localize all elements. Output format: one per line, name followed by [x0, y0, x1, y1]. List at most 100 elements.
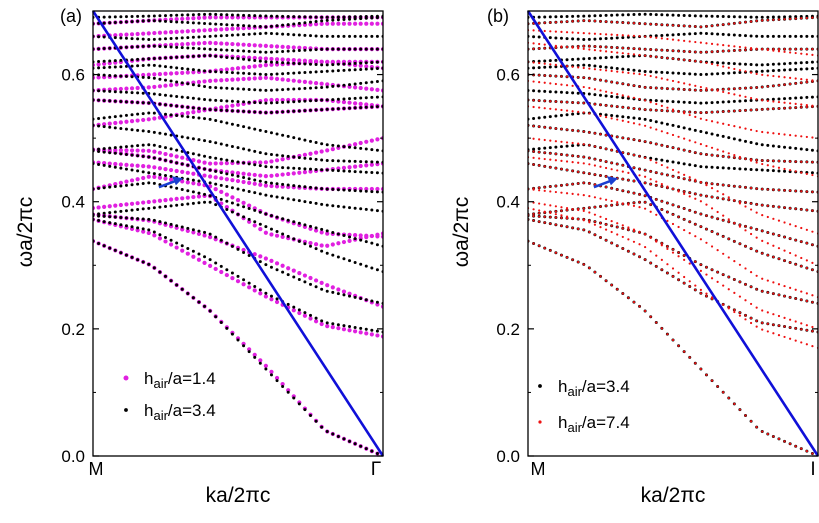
data-point: [241, 76, 246, 82]
data-point: [264, 88, 268, 92]
data-point: [755, 86, 758, 89]
data-point: [783, 48, 786, 51]
data-point: [727, 92, 730, 95]
data-point: [186, 105, 190, 109]
data-point: [297, 99, 301, 103]
data-point: [582, 130, 585, 133]
data-point: [313, 81, 319, 86]
data-point: [588, 77, 591, 80]
data-point: [794, 146, 798, 150]
data-point: [124, 90, 128, 94]
data-point: [777, 100, 781, 104]
data-point: [789, 17, 792, 20]
band-12: [528, 88, 818, 105]
data-point: [699, 130, 703, 134]
data-point: [225, 121, 229, 125]
data-point: [191, 230, 196, 235]
data-point: [683, 173, 686, 176]
data-point: [230, 41, 235, 47]
data-point: [269, 194, 273, 198]
data-point: [163, 71, 168, 76]
data-point: [660, 242, 663, 245]
data-point: [252, 172, 257, 178]
data-point: [242, 250, 246, 254]
data-point: [264, 25, 268, 29]
data-point: [97, 89, 101, 93]
data-point: [225, 143, 229, 147]
data-point: [130, 153, 134, 157]
data-point: [152, 266, 156, 270]
data-point: [263, 56, 268, 61]
data-point: [108, 46, 112, 50]
data-point: [331, 204, 335, 208]
data-point: [102, 147, 106, 151]
data-point: [141, 72, 146, 78]
data-point: [197, 300, 201, 304]
data-point: [549, 30, 552, 33]
data-point: [532, 188, 535, 191]
data-point: [532, 61, 535, 64]
data-point: [593, 19, 597, 23]
data-point: [264, 73, 268, 77]
data-point: [286, 234, 290, 238]
data-point: [571, 91, 575, 95]
data-point: [236, 49, 240, 53]
band-18: [93, 15, 383, 29]
data-point: [235, 178, 241, 184]
band-17: [93, 31, 383, 41]
data-point: [370, 190, 374, 194]
data-point: [543, 29, 546, 33]
data-point: [342, 205, 346, 209]
data-point: [794, 51, 797, 55]
data-point: [548, 15, 552, 19]
data-point: [766, 164, 769, 167]
data-point: [314, 247, 318, 251]
data-point: [738, 45, 742, 49]
data-point: [789, 82, 792, 86]
data-point: [587, 63, 591, 67]
data-point: [604, 56, 608, 60]
data-point: [169, 79, 173, 83]
data-point: [794, 82, 797, 85]
data-point: [247, 49, 251, 53]
data-point: [710, 24, 714, 27]
data-point: [654, 157, 658, 161]
data-point: [130, 45, 134, 49]
data-point: [627, 95, 630, 98]
data-point: [136, 112, 140, 116]
data-point: [314, 108, 318, 112]
data-point: [783, 145, 787, 149]
data-point: [554, 58, 558, 62]
data-point: [197, 68, 201, 72]
data-point: [811, 79, 814, 82]
data-point: [375, 329, 379, 333]
data-point: [175, 13, 179, 17]
data-point: [247, 148, 251, 152]
data-point: [185, 195, 190, 200]
data-point: [96, 75, 101, 80]
data-point: [771, 34, 775, 38]
data-point: [197, 252, 201, 256]
data-point: [275, 88, 279, 92]
data-point: [130, 58, 134, 62]
data-point: [313, 278, 319, 283]
data-point: [788, 146, 792, 150]
data-point: [721, 71, 725, 75]
data-point: [610, 20, 613, 24]
data-point: [353, 442, 357, 446]
data-point: [749, 86, 753, 89]
data-point: [147, 19, 151, 23]
data-point: [677, 33, 681, 37]
data-point: [665, 159, 669, 163]
data-point: [789, 102, 792, 105]
data-point: [777, 234, 781, 237]
data-point: [341, 327, 347, 332]
data-point: [649, 203, 652, 206]
data-point: [219, 157, 223, 161]
data-point: [263, 160, 268, 165]
data-point: [532, 116, 536, 120]
data-point: [744, 299, 747, 302]
data-point: [275, 50, 279, 54]
data-point: [136, 217, 140, 221]
data-point: [353, 96, 357, 100]
